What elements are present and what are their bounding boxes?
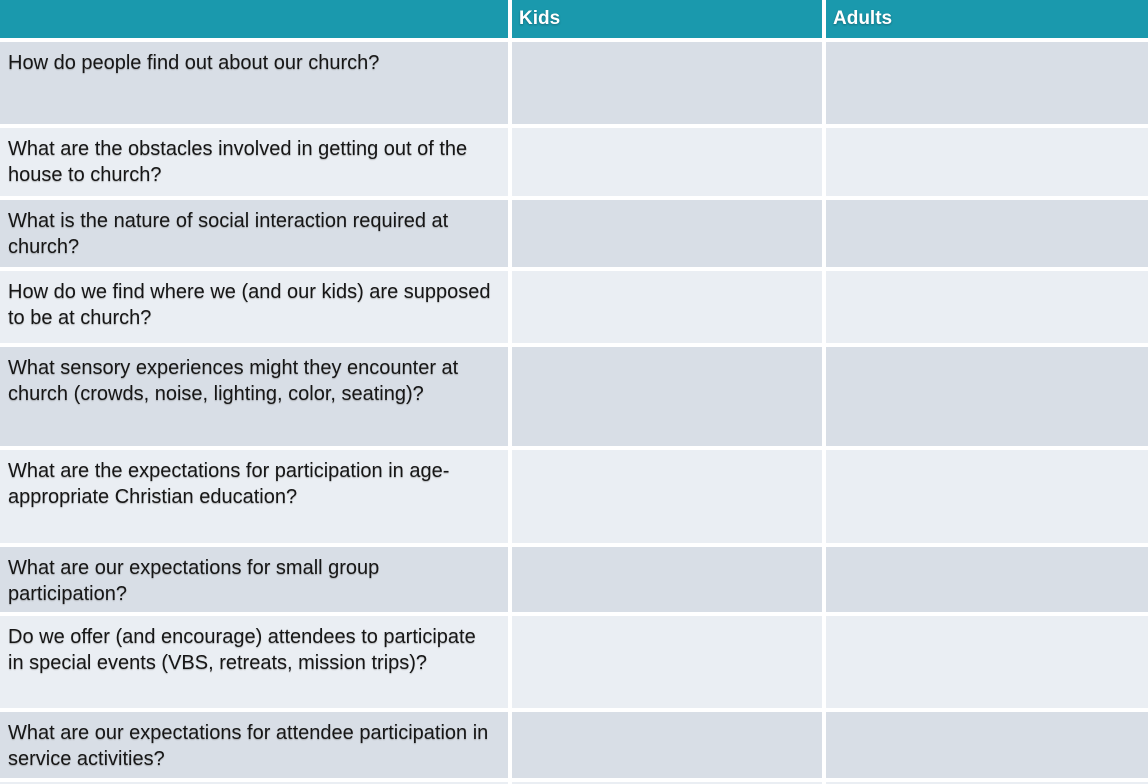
adults-answer-cell [826,200,1148,267]
question-cell: What are our expectations for small grou… [0,547,508,612]
kids-answer-cell [512,271,822,343]
table-row: What is the nature of social interaction… [0,200,1148,267]
kids-answer-cell [512,547,822,612]
adults-answer-cell [826,616,1148,708]
table-row: What are the expectations for participat… [0,450,1148,543]
kids-answer-cell [512,128,822,196]
table-row: What are our expectations for attendee p… [0,712,1148,778]
adults-answer-cell [826,128,1148,196]
question-cell [0,782,508,784]
header-cell-questions [0,0,508,38]
adults-answer-cell [826,782,1148,784]
header-cell-kids: Kids [512,0,822,38]
question-cell: How do we find where we (and our kids) a… [0,271,508,343]
question-cell: What are the expectations for participat… [0,450,508,543]
question-cell: What sensory experiences might they enco… [0,347,508,446]
kids-answer-cell [512,712,822,778]
kids-answer-cell [512,782,822,784]
question-cell: What are our expectations for attendee p… [0,712,508,778]
table-header-row: Kids Adults [0,0,1148,38]
kids-answer-cell [512,347,822,446]
question-cell: What is the nature of social interaction… [0,200,508,267]
question-cell: How do people find out about our church? [0,42,508,124]
table-row-partial [0,782,1148,784]
adults-answer-cell [826,347,1148,446]
header-cell-adults: Adults [826,0,1148,38]
adults-answer-cell [826,271,1148,343]
adults-answer-cell [826,450,1148,543]
table-row: How do people find out about our church? [0,42,1148,124]
kids-answer-cell [512,616,822,708]
table-row: Do we offer (and encourage) attendees to… [0,616,1148,708]
table-row: What sensory experiences might they enco… [0,347,1148,446]
table-row: What are our expectations for small grou… [0,547,1148,612]
kids-answer-cell [512,200,822,267]
table-row: What are the obstacles involved in getti… [0,128,1148,196]
adults-answer-cell [826,547,1148,612]
table-row: How do we find where we (and our kids) a… [0,271,1148,343]
kids-answer-cell [512,42,822,124]
adults-answer-cell [826,712,1148,778]
adults-answer-cell [826,42,1148,124]
question-cell: What are the obstacles involved in getti… [0,128,508,196]
kids-answer-cell [512,450,822,543]
question-cell: Do we offer (and encourage) attendees to… [0,616,508,708]
